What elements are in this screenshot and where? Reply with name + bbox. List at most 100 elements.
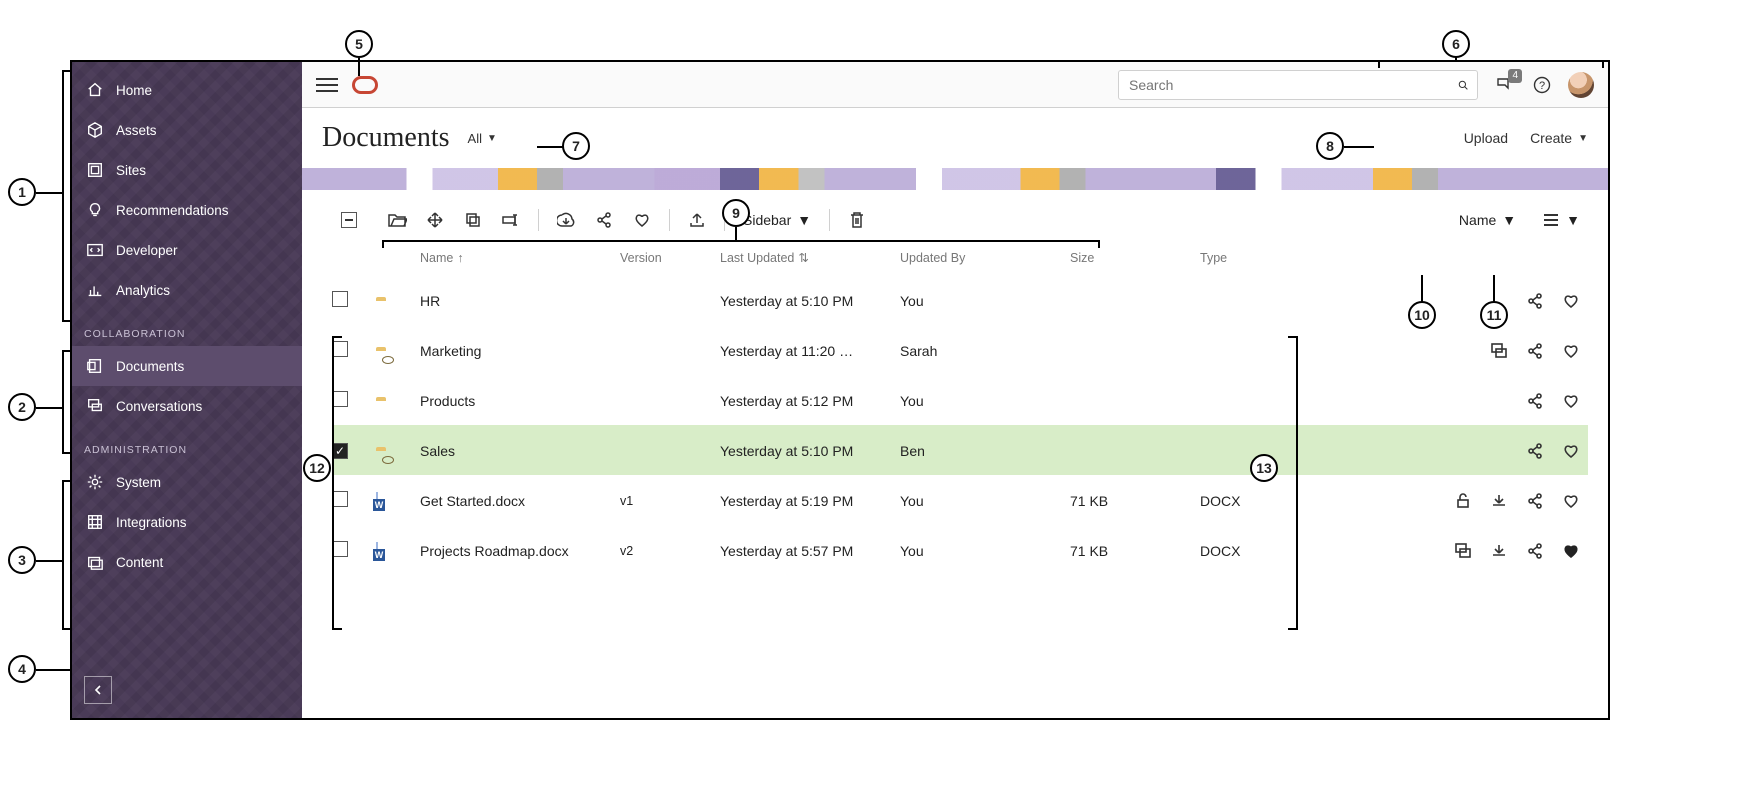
callout-3: 3 — [8, 546, 36, 574]
gear-icon — [86, 473, 104, 491]
sidebar-item-sites[interactable]: Sites — [72, 150, 302, 190]
row-action-fav-on-icon[interactable] — [1562, 542, 1580, 560]
callout-4: 4 — [8, 655, 36, 683]
callout-13: 13 — [1250, 454, 1278, 482]
row-action-share-icon[interactable] — [1526, 292, 1544, 310]
row-type: DOCX — [1200, 543, 1330, 559]
page-title: Documents — [322, 122, 450, 154]
col-name[interactable]: Name ↑ — [420, 251, 620, 265]
user-avatar[interactable] — [1568, 72, 1594, 98]
row-action-chat-icon[interactable] — [1454, 542, 1472, 560]
sidebar-item-content[interactable]: Content — [72, 542, 302, 582]
col-version[interactable]: Version — [620, 251, 720, 265]
table-row[interactable]: HRYesterday at 5:10 PMYou — [332, 275, 1588, 325]
table-row[interactable]: Projects Roadmap.docxv2Yesterday at 5:57… — [332, 525, 1588, 575]
sidebar-item-label: Conversations — [116, 399, 202, 414]
create-dropdown[interactable]: Create▼ — [1530, 130, 1588, 146]
row-name: HR — [420, 293, 620, 309]
row-action-fav-icon[interactable] — [1562, 492, 1580, 510]
row-action-share-icon[interactable] — [1526, 492, 1544, 510]
callout-8: 8 — [1316, 132, 1344, 160]
row-action-download-icon[interactable] — [1490, 542, 1508, 560]
chart-icon — [86, 281, 104, 299]
filter-dropdown[interactable]: All ▼ — [462, 127, 503, 150]
sidebar-item-recommendations[interactable]: Recommendations — [72, 190, 302, 230]
leader-5 — [358, 58, 360, 76]
row-checkbox[interactable] — [332, 291, 348, 307]
row-version: v1 — [620, 494, 720, 508]
row-updated-by: Ben — [900, 443, 1070, 459]
hero-stripe — [302, 168, 1608, 190]
upload-icon[interactable] — [680, 206, 714, 234]
row-action-chat-icon[interactable] — [1490, 342, 1508, 360]
page-header: Documents All ▼ Upload Create▼ — [302, 108, 1608, 168]
row-action-fav-icon[interactable] — [1562, 292, 1580, 310]
row-action-share-icon[interactable] — [1526, 542, 1544, 560]
sidebar-item-assets[interactable]: Assets — [72, 110, 302, 150]
col-last-updated[interactable]: Last Updated ⇅ — [720, 250, 900, 265]
view-toggle[interactable]: ▼ — [1534, 212, 1588, 228]
row-updated-by: You — [900, 543, 1070, 559]
help-icon[interactable]: ? — [1530, 73, 1554, 97]
sidebar-item-integrations[interactable]: Integrations — [72, 502, 302, 542]
copy-icon[interactable] — [456, 206, 490, 234]
sidebar-item-system[interactable]: System — [72, 462, 302, 502]
sidebar-item-conversations[interactable]: Conversations — [72, 386, 302, 426]
move-icon[interactable] — [418, 206, 452, 234]
share-icon[interactable] — [587, 206, 621, 234]
col-type[interactable]: Type — [1200, 251, 1330, 265]
sidebar-item-label: System — [116, 475, 161, 490]
sidebar-collapse-wrap — [72, 666, 302, 718]
bracket-9 — [382, 240, 1100, 248]
table-row[interactable]: ✓SalesYesterday at 5:10 PMBen — [332, 425, 1588, 475]
integ-icon — [86, 513, 104, 531]
sidebar-item-developer[interactable]: Developer — [72, 230, 302, 270]
leader-4 — [36, 669, 70, 671]
col-size[interactable]: Size — [1070, 251, 1200, 265]
row-action-fav-icon[interactable] — [1562, 342, 1580, 360]
row-name: Get Started.docx — [420, 493, 620, 509]
row-action-fav-icon[interactable] — [1562, 442, 1580, 460]
bulb-icon — [86, 201, 104, 219]
row-action-share-icon[interactable] — [1526, 442, 1544, 460]
table-row[interactable]: ProductsYesterday at 5:12 PMYou — [332, 375, 1588, 425]
sort-dropdown[interactable]: Name▼ — [1451, 212, 1524, 228]
leader-3 — [36, 560, 62, 562]
notifications-icon[interactable]: 4 — [1492, 73, 1516, 97]
sidebar-item-documents[interactable]: Documents — [72, 346, 302, 386]
search-button[interactable] — [1452, 74, 1474, 96]
hamburger-menu-icon[interactable] — [316, 74, 338, 96]
search-input[interactable] — [1118, 70, 1478, 100]
sidebar: Home Assets SitesRecommendationsDeveloperA… — [72, 62, 302, 718]
doc-icon — [86, 357, 104, 375]
brand-logo — [352, 76, 378, 94]
row-action-fav-icon[interactable] — [1562, 392, 1580, 410]
leader-10 — [1421, 275, 1423, 302]
action-toolbar: Sidebar▼ Name▼ ▼ — [302, 190, 1608, 242]
download-icon[interactable] — [549, 206, 583, 234]
table-row[interactable]: MarketingYesterday at 11:20 …Sarah — [332, 325, 1588, 375]
row-name: Sales — [420, 443, 620, 459]
rename-icon[interactable] — [494, 206, 528, 234]
delete-icon[interactable] — [840, 206, 874, 234]
row-action-lock-icon[interactable] — [1454, 492, 1472, 510]
col-updated-by[interactable]: Updated By — [900, 251, 1070, 265]
select-all-checkbox[interactable] — [332, 206, 366, 234]
sidebar-item-label: Assets — [116, 123, 157, 138]
upload-button[interactable]: Upload — [1464, 130, 1508, 146]
favorite-icon[interactable] — [625, 206, 659, 234]
caret-down-icon: ▼ — [1578, 133, 1588, 144]
sidebar-collapse-button[interactable] — [84, 676, 112, 704]
row-action-share-icon[interactable] — [1526, 392, 1544, 410]
sidebar-item-home[interactable]: Home — [72, 70, 302, 110]
row-action-share-icon[interactable] — [1526, 342, 1544, 360]
row-action-download-icon[interactable] — [1490, 492, 1508, 510]
row-actions — [1330, 392, 1588, 410]
table-row[interactable]: Get Started.docxv1Yesterday at 5:19 PMYo… — [332, 475, 1588, 525]
sidebar-item-analytics[interactable]: Analytics — [72, 270, 302, 310]
callout-5: 5 — [345, 30, 373, 58]
callout-10: 10 — [1408, 301, 1436, 329]
sidebar-item-label: Home — [116, 83, 152, 98]
col-name-label: Name — [420, 251, 453, 265]
open-icon[interactable] — [380, 206, 414, 234]
